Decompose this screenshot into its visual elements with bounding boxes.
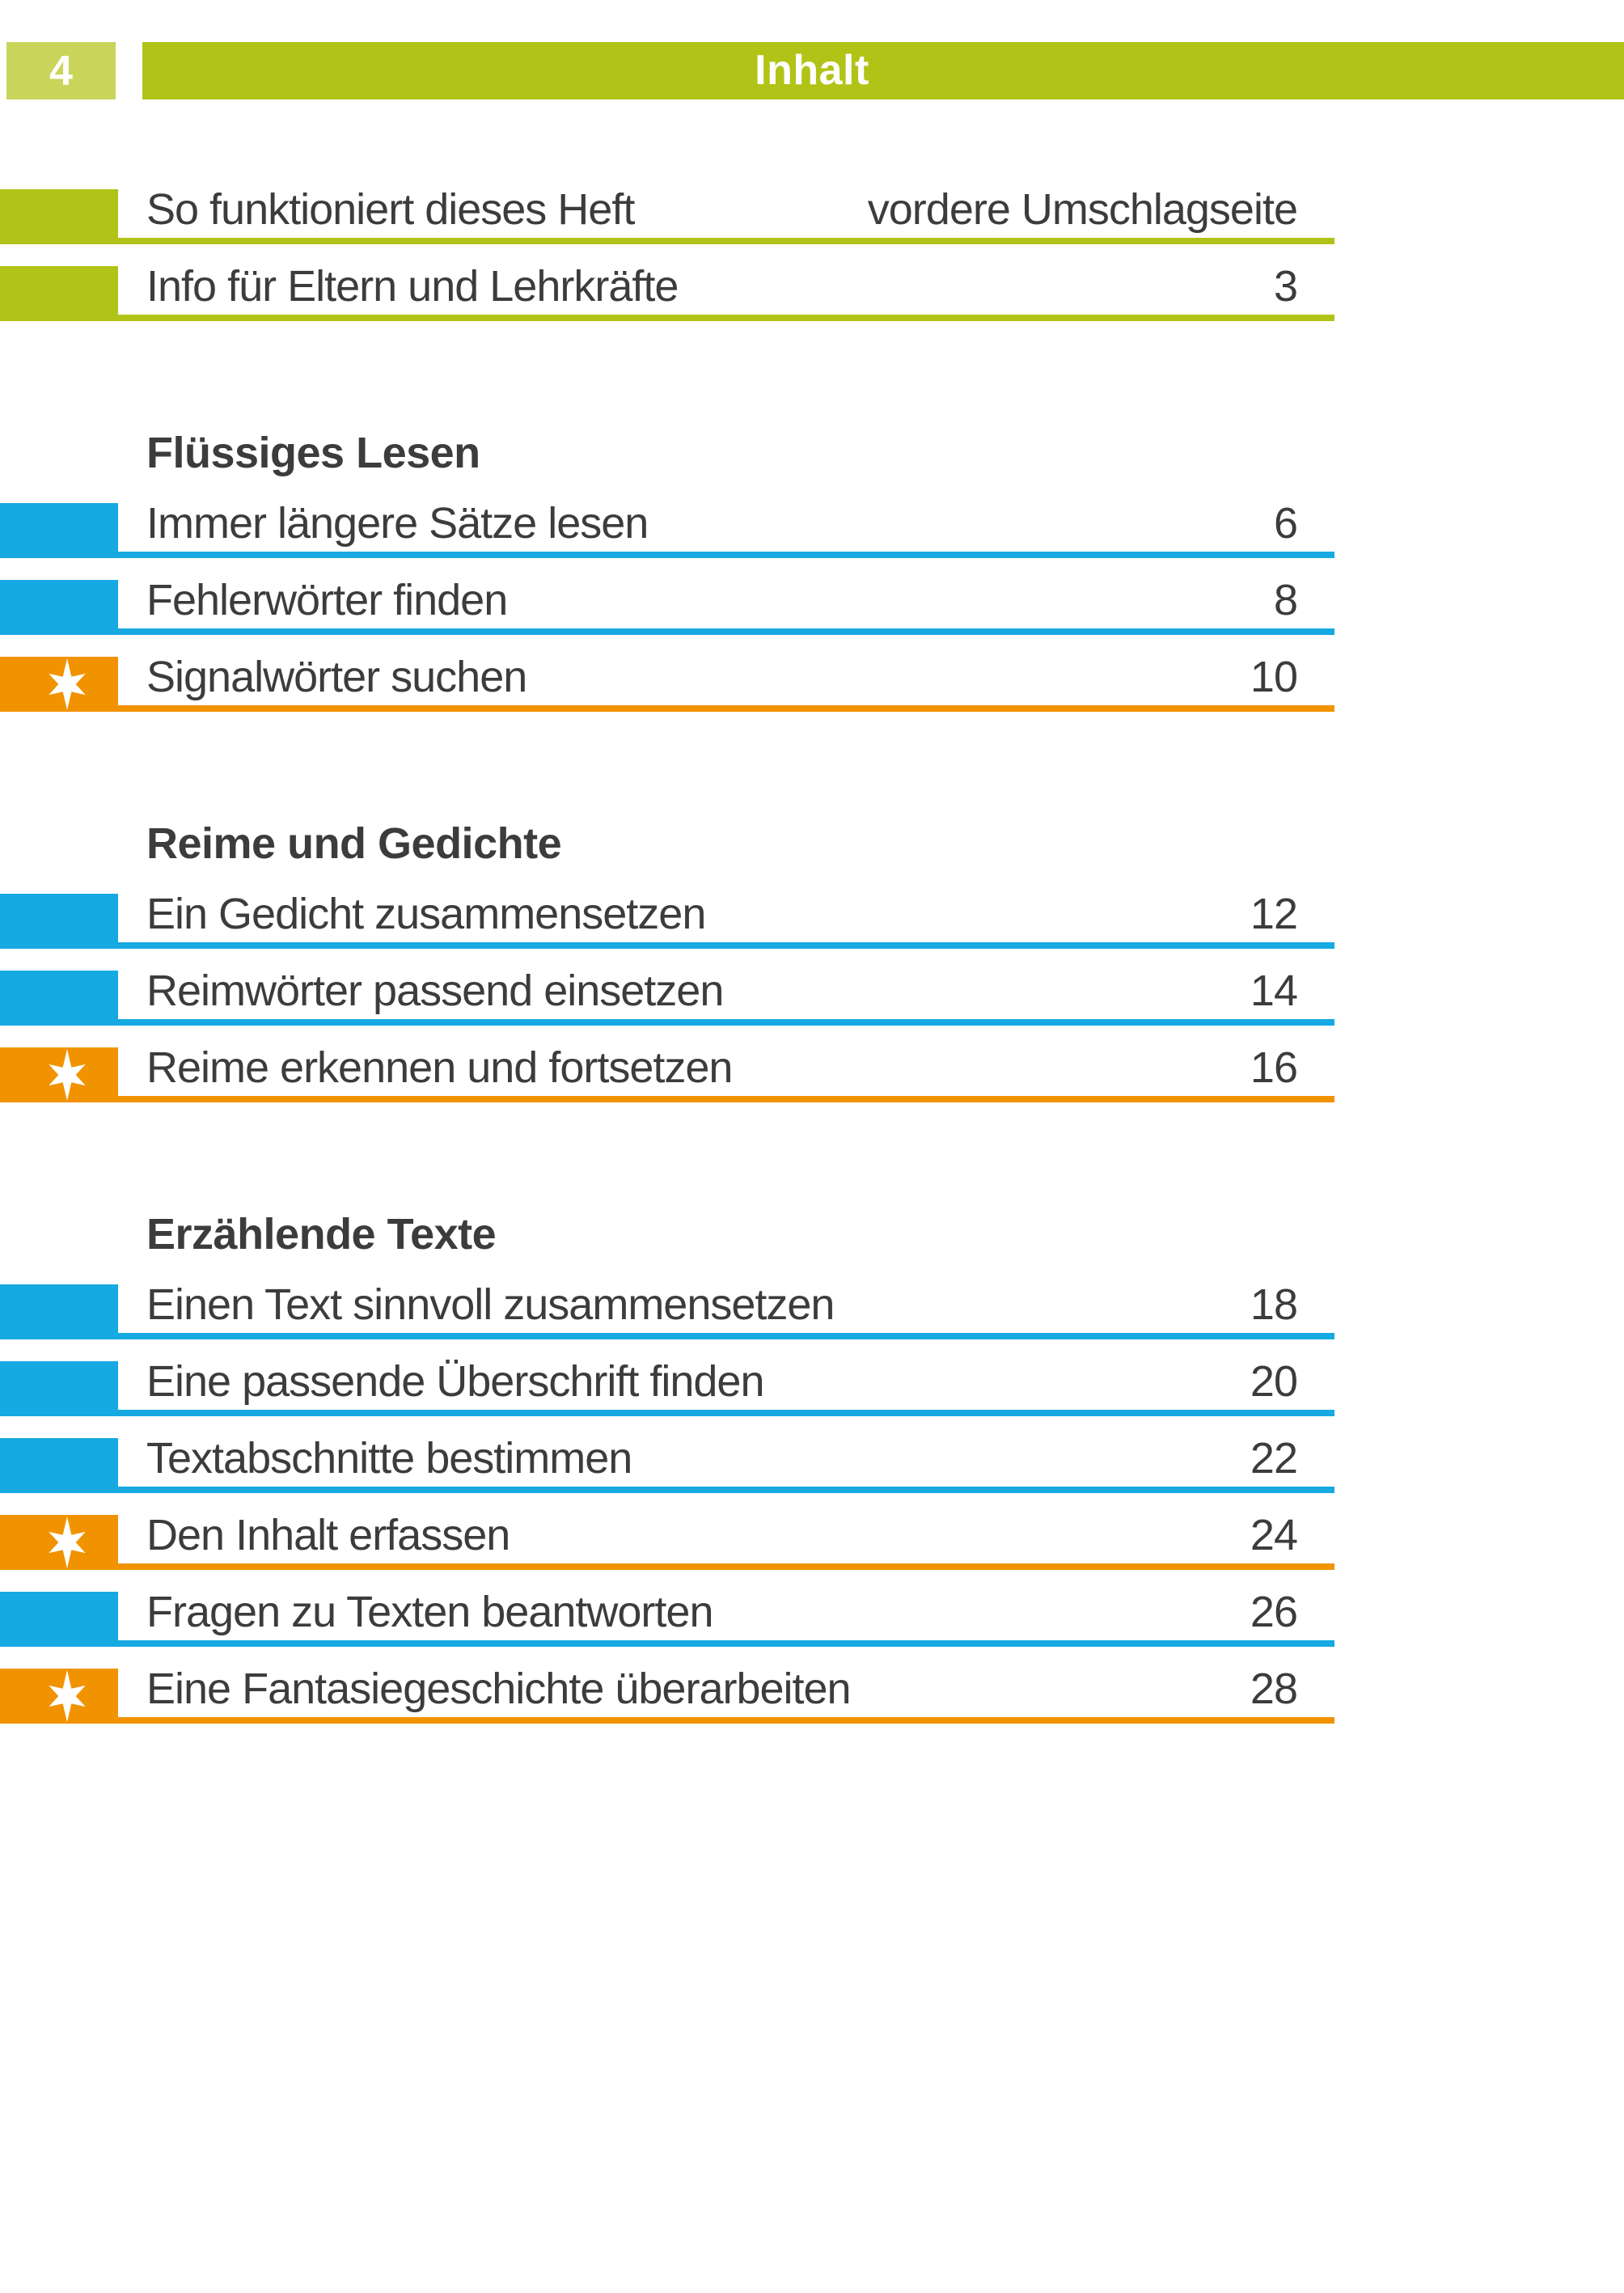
row-underline [0, 1487, 1334, 1493]
toc-row: So funktioniert dieses Heft vordere Umsc… [0, 167, 1334, 244]
row-underline [0, 1096, 1334, 1102]
row-title: Fragen zu Texten beantworten [146, 1588, 713, 1636]
page-number-box: 4 [6, 42, 116, 99]
toc-row: Immer längere Sätze lesen 6 [0, 481, 1334, 558]
row-page: 20 [1250, 1357, 1298, 1406]
row-page: 28 [1250, 1665, 1298, 1713]
row-marker [0, 1592, 118, 1647]
row-underline [0, 705, 1334, 712]
star-icon [49, 1049, 86, 1101]
toc-row: Den Inhalt erfassen 24 [0, 1493, 1334, 1570]
toc: So funktioniert dieses Heft vordere Umsc… [0, 167, 1334, 1724]
page-title: Inhalt [755, 47, 869, 94]
row-page: 8 [1273, 576, 1298, 624]
row-page: 24 [1250, 1511, 1298, 1559]
toc-row: Signalwörter suchen 10 [0, 635, 1334, 712]
row-title: Signalwörter suchen [146, 653, 527, 701]
row-page: 6 [1273, 499, 1298, 548]
row-page: 10 [1250, 653, 1298, 701]
toc-row: Fehlerwörter finden 8 [0, 558, 1334, 635]
row-underline [0, 628, 1334, 635]
row-title: Eine Fantasiegeschichte überarbeiten [146, 1665, 852, 1713]
row-title: Textabschnitte bestimmen [146, 1434, 632, 1483]
row-underline [0, 1333, 1334, 1339]
row-title: Reimwörter passend einsetzen [146, 967, 724, 1015]
row-title: So funktioniert dieses Heft [146, 185, 635, 234]
toc-row: Reimwörter passend einsetzen 14 [0, 949, 1334, 1026]
row-marker [0, 894, 118, 949]
row-page: 18 [1250, 1280, 1298, 1329]
toc-row: Info für Eltern und Lehrkräfte 3 [0, 244, 1334, 321]
row-marker [0, 189, 118, 244]
toc-row: Eine Fantasiegeschichte überarbeiten 28 [0, 1647, 1334, 1724]
row-title: Ein Gedicht zusammensetzen [146, 890, 706, 938]
row-title: Immer längere Sätze lesen [146, 499, 649, 548]
row-underline [0, 1717, 1334, 1724]
row-underline [0, 1640, 1334, 1647]
section-heading: Flüssiges Lesen [146, 429, 480, 477]
toc-row: Eine passende Überschrift finden 20 [0, 1339, 1334, 1416]
row-underline [0, 238, 1334, 244]
row-underline [0, 1410, 1334, 1416]
row-underline [0, 1563, 1334, 1570]
section-heading-row: Flüssiges Lesen [0, 321, 1334, 481]
star-icon [49, 1670, 86, 1722]
row-marker [0, 1438, 118, 1493]
row-page: 26 [1250, 1588, 1298, 1636]
star-icon [49, 1517, 86, 1568]
row-page: 3 [1273, 262, 1298, 311]
row-title: Reime erkennen und fortsetzen [146, 1043, 733, 1092]
toc-row: Einen Text sinnvoll zusammensetzen 18 [0, 1263, 1334, 1339]
toc-row: Ein Gedicht zusammensetzen 12 [0, 872, 1334, 949]
row-title: Info für Eltern und Lehrkräfte [146, 262, 679, 311]
row-page: 14 [1250, 967, 1298, 1015]
section-heading-row: Reime und Gedichte [0, 712, 1334, 872]
row-underline [0, 942, 1334, 949]
star-icon [49, 658, 86, 710]
toc-row: Textabschnitte bestimmen 22 [0, 1416, 1334, 1493]
row-marker [0, 1284, 118, 1339]
row-underline [0, 1019, 1334, 1026]
row-page: 12 [1250, 890, 1298, 938]
row-marker [0, 580, 118, 635]
row-underline [0, 552, 1334, 558]
row-page: 16 [1250, 1043, 1298, 1092]
row-page: 22 [1250, 1434, 1298, 1483]
row-marker [0, 971, 118, 1026]
row-marker [0, 1361, 118, 1416]
row-marker [0, 503, 118, 558]
row-title: Eine passende Überschrift finden [146, 1357, 764, 1406]
row-page: vordere Umschlagseite [867, 185, 1298, 234]
header-bar [142, 42, 1624, 99]
row-underline [0, 315, 1334, 321]
row-title: Den Inhalt erfassen [146, 1511, 510, 1559]
row-title: Einen Text sinnvoll zusammensetzen [146, 1280, 835, 1329]
section-heading: Reime und Gedichte [146, 819, 562, 868]
toc-row: Fragen zu Texten beantworten 26 [0, 1570, 1334, 1647]
row-title: Fehlerwörter finden [146, 576, 508, 624]
section-heading-row: Erzählende Texte [0, 1102, 1334, 1263]
row-marker [0, 266, 118, 321]
section-heading: Erzählende Texte [146, 1210, 497, 1259]
page-number: 4 [49, 47, 73, 95]
toc-row: Reime erkennen und fortsetzen 16 [0, 1026, 1334, 1102]
